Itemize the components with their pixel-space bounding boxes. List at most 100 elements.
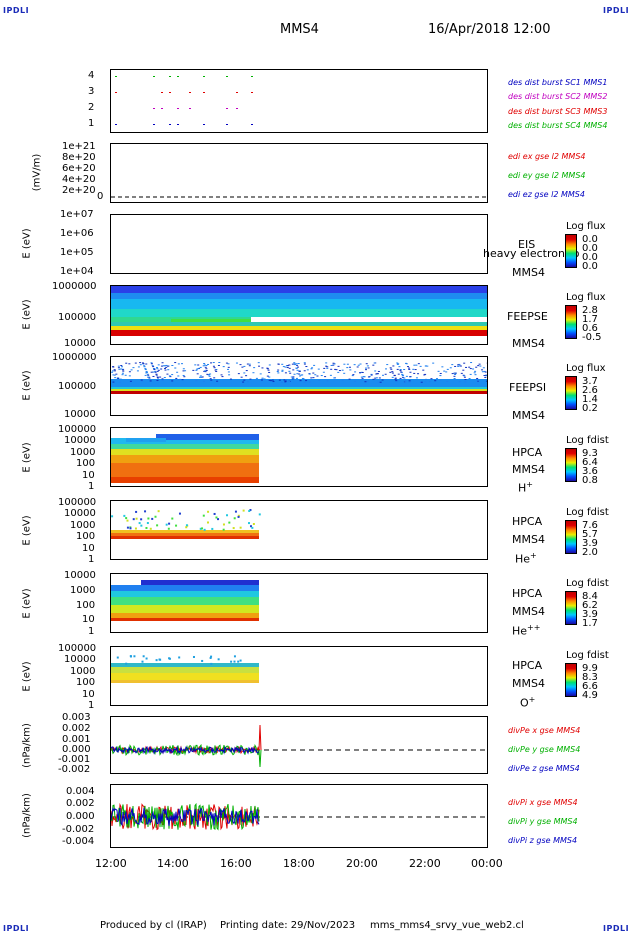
feepsi-speck bbox=[405, 375, 408, 377]
feepsi-speck bbox=[156, 367, 159, 369]
feepsi-speck bbox=[465, 366, 468, 368]
burst-marker bbox=[161, 108, 163, 109]
feepsi-speck bbox=[201, 376, 204, 378]
feepsi-speck bbox=[124, 374, 127, 376]
feepsi-speck bbox=[115, 373, 118, 375]
feepsi-speck bbox=[409, 376, 412, 378]
feepsi-speck bbox=[130, 369, 133, 371]
legend-entry: edi ex gse l2 MMS4 bbox=[508, 152, 586, 161]
spacecraft-label: MMS4 bbox=[512, 409, 545, 422]
y-tick: 1 bbox=[88, 626, 95, 637]
feepsi-speck bbox=[149, 379, 152, 381]
divpi-lines bbox=[111, 802, 487, 831]
feepsi-speck bbox=[260, 379, 263, 381]
spacecraft-label: MMS4 bbox=[512, 463, 545, 476]
feepsi-speck bbox=[242, 381, 245, 383]
feepsi-speck bbox=[213, 377, 216, 379]
he-speck bbox=[201, 527, 204, 530]
y-tick: -0.002 bbox=[58, 764, 91, 775]
feepsi-speck bbox=[266, 375, 269, 377]
feepsi-speck bbox=[210, 379, 213, 381]
feepsi-speck bbox=[270, 380, 273, 382]
feepsi-speck bbox=[389, 367, 392, 369]
y-tick: 1000 bbox=[70, 520, 96, 531]
feepsi-speck bbox=[487, 379, 488, 380]
feepsi-speck bbox=[197, 364, 200, 366]
he-speck bbox=[211, 527, 214, 530]
feepsi-speck bbox=[235, 362, 238, 364]
legend-entry: des dist burst SC3 MMS3 bbox=[508, 107, 608, 116]
y-tick: 6e+20 bbox=[62, 163, 96, 174]
feepsi-speck bbox=[182, 374, 185, 376]
feepsi-speck bbox=[114, 377, 117, 379]
feepsi-speck bbox=[132, 367, 135, 369]
feepsi-speck bbox=[267, 369, 270, 371]
feepsi-speck bbox=[386, 364, 389, 366]
burst-marker bbox=[169, 76, 171, 77]
feepsi-speck bbox=[395, 380, 398, 382]
colorbar-value: 0.2 bbox=[582, 403, 598, 414]
y-tick: 1000 bbox=[70, 666, 96, 677]
feepsi-speck bbox=[137, 366, 140, 368]
y-tick: 0 bbox=[97, 191, 104, 202]
feepsi-speck bbox=[143, 365, 146, 367]
feepsi-speck bbox=[412, 368, 415, 370]
feepsi-speck bbox=[308, 381, 311, 383]
feepsi-speck bbox=[196, 373, 199, 375]
feepsi-speck bbox=[367, 367, 370, 369]
he-speck bbox=[178, 512, 181, 515]
feepsi-speck bbox=[152, 368, 155, 370]
feepsi-speck bbox=[463, 362, 466, 364]
feepsi-speck bbox=[227, 363, 230, 365]
feepsi-speck bbox=[477, 365, 480, 367]
feepsi-speck bbox=[474, 370, 477, 372]
he-speck bbox=[144, 510, 147, 513]
feepsi-speck bbox=[163, 377, 166, 379]
feepsi-speck bbox=[296, 369, 299, 371]
feepsi-speck bbox=[402, 374, 405, 376]
y-tick: 1e+06 bbox=[60, 228, 94, 239]
species-label: He++ bbox=[512, 623, 540, 638]
feepsi-speck bbox=[333, 377, 336, 379]
feepsi-speck bbox=[357, 364, 360, 366]
y-tick: 0.002 bbox=[66, 798, 95, 809]
o-speck bbox=[230, 660, 233, 663]
colorbar-value: 0.0 bbox=[582, 234, 598, 245]
feepsi-speck bbox=[403, 377, 406, 379]
feepsi-speck bbox=[289, 372, 292, 374]
feepsi-speck bbox=[389, 371, 392, 373]
panel-dist-burst bbox=[110, 69, 488, 133]
burst-marker bbox=[236, 108, 238, 109]
burst-marker bbox=[153, 108, 155, 109]
he-speck bbox=[135, 517, 138, 520]
feepsi-speck bbox=[151, 365, 154, 367]
feepsi-speck bbox=[208, 375, 211, 377]
feepsi-speck bbox=[462, 369, 465, 371]
feepsi-speck bbox=[181, 379, 184, 381]
feepsi-speck bbox=[360, 379, 363, 381]
feepsi-speck bbox=[312, 372, 315, 374]
feepsi-speck bbox=[204, 366, 207, 368]
feepsi-speck bbox=[374, 377, 377, 379]
feepsi-speck bbox=[346, 363, 349, 365]
feepsi-speck bbox=[414, 369, 417, 371]
feepsi-speck bbox=[419, 365, 422, 367]
he-speck bbox=[237, 515, 240, 518]
feepsi-speck bbox=[378, 377, 381, 379]
feepsi-speck bbox=[281, 369, 284, 371]
he-speck bbox=[213, 512, 216, 515]
feepsi-speck bbox=[396, 368, 399, 370]
spacecraft-label: MMS4 bbox=[512, 337, 545, 350]
colorbar bbox=[565, 234, 577, 268]
feepsi-speck bbox=[451, 364, 454, 366]
y-axis-label: E (eV) bbox=[21, 299, 33, 330]
feepsi-speck bbox=[483, 375, 486, 377]
feepsi-speck bbox=[326, 380, 329, 382]
feepsi-speck bbox=[361, 377, 364, 379]
he-speck bbox=[138, 522, 141, 525]
feepsi-speck bbox=[226, 368, 229, 370]
feepsi-speck bbox=[352, 374, 355, 376]
y-tick: 1e+05 bbox=[60, 247, 94, 258]
legend-entry: divPi y gse MMS4 bbox=[508, 817, 578, 826]
corner-label-br: IPDLI bbox=[603, 924, 630, 933]
